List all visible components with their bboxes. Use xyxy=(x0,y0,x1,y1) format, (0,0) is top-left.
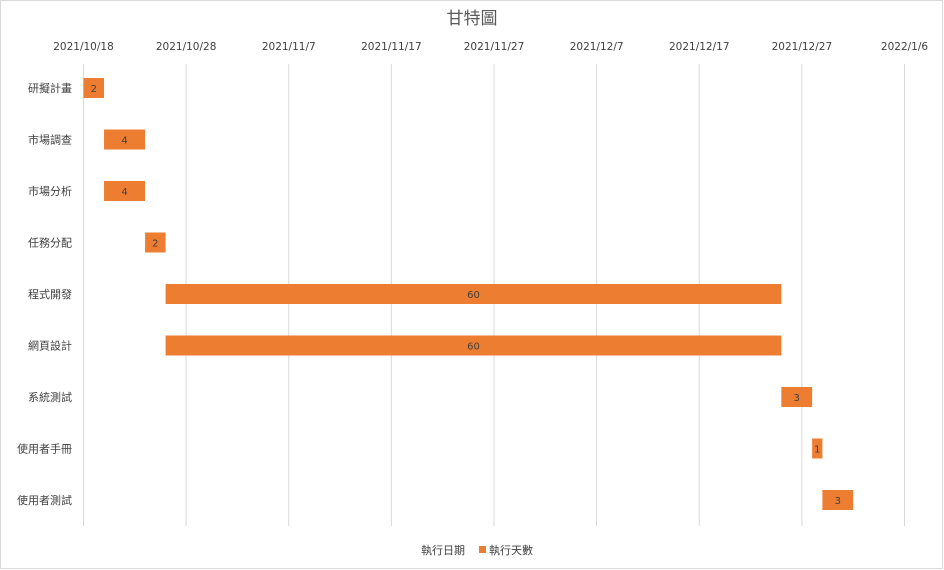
bar-data-label: 60 xyxy=(467,290,480,301)
bar-data-label: 4 xyxy=(121,187,127,198)
x-tick-label: 2021/12/7 xyxy=(570,41,624,53)
category-label: 使用者手冊 xyxy=(17,442,72,456)
duration-bar xyxy=(822,490,854,510)
category-label: 市場分析 xyxy=(28,184,72,198)
x-tick-label: 2021/12/17 xyxy=(669,41,730,53)
bar-data-label: 1 xyxy=(814,445,820,456)
gridlines xyxy=(83,64,905,526)
duration-bar xyxy=(165,284,782,304)
bar-data-label: 3 xyxy=(835,496,841,507)
x-tick-label: 2022/1/6 xyxy=(881,41,928,53)
x-tick-label: 2021/11/17 xyxy=(361,41,422,53)
x-tick-label: 2021/12/27 xyxy=(772,41,833,53)
duration-bar xyxy=(145,232,166,253)
category-label: 任務分配 xyxy=(28,236,72,250)
category-label: 網頁設計 xyxy=(28,339,72,353)
category-label: 市場調查 xyxy=(28,133,72,147)
x-tick-label: 2021/10/18 xyxy=(53,41,114,53)
x-tick-label: 2021/11/27 xyxy=(464,41,525,53)
category-label: 使用者測試 xyxy=(17,493,72,507)
duration-bar xyxy=(104,181,146,201)
legend-label-start: 執行日期 xyxy=(421,544,465,557)
duration-bar xyxy=(165,335,782,356)
bar-data-label: 60 xyxy=(467,342,480,353)
legend: 執行日期 執行天數 xyxy=(421,544,533,557)
bar-data-label: 2 xyxy=(91,84,97,95)
category-label: 程式開發 xyxy=(28,287,72,301)
category-label: 系統測試 xyxy=(28,390,72,404)
chart-title: 甘特圖 xyxy=(447,9,498,29)
bar-data-label: 2 xyxy=(152,239,158,250)
duration-bar xyxy=(781,387,813,407)
x-tick-label: 2021/10/28 xyxy=(156,41,217,53)
legend-swatch xyxy=(479,546,486,553)
duration-bar xyxy=(812,438,823,459)
legend-label-duration: 執行天數 xyxy=(489,544,533,557)
bar-data-label: 3 xyxy=(794,393,800,404)
x-axis-ticks: 2021/10/18 2021/10/28 2021/11/7 2021/11/17 2… xyxy=(53,41,928,53)
bars: 2 4 4 2 60 60 3 1 3 xyxy=(83,78,854,510)
bar-data-label: 4 xyxy=(121,136,127,147)
x-tick-label: 2021/11/7 xyxy=(262,41,316,53)
category-label: 研擬計畫 xyxy=(28,81,72,95)
duration-bar xyxy=(83,78,105,98)
duration-bar xyxy=(104,129,146,150)
